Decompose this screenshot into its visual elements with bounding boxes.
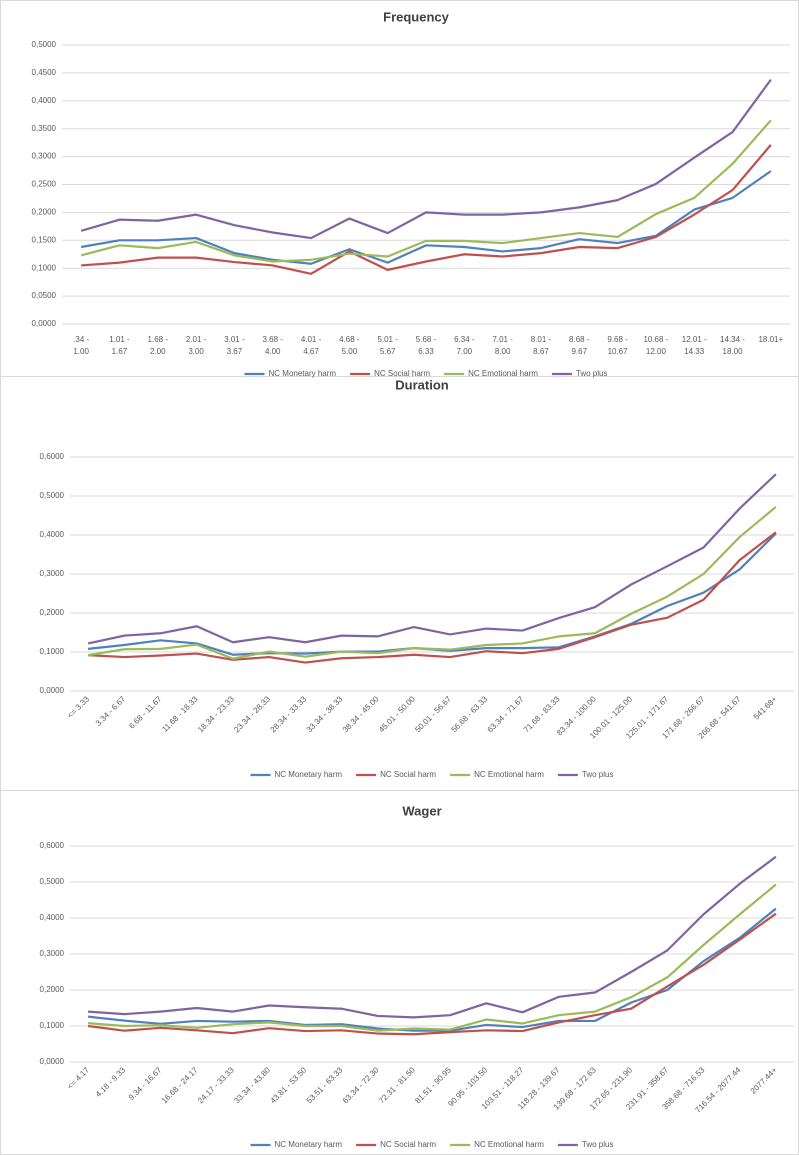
series-line [80,78,772,240]
series-line [88,531,777,664]
x-tick-label: 18.01+ [758,335,783,344]
y-tick-label: 0,6000 [40,452,65,461]
y-tick-label: 0,4000 [40,913,65,922]
x-tick-label: .34 -1.00 [73,335,89,356]
x-tick-label: 4.68 -5.00 [339,335,360,356]
legend-label: NC Social harm [380,1140,436,1149]
x-tick-label: 14.34 -18.00 [720,335,745,356]
x-tick-label: 6.34 -7.00 [454,335,475,356]
x-tick-label: 4.01 -4.67 [301,335,322,356]
x-tick-label: 3.01 -3.67 [224,335,245,356]
y-tick-label: 0,1000 [40,647,65,656]
y-tick-label: 0,4000 [32,96,57,105]
y-tick-label: 0,0000 [40,1057,65,1066]
legend-label: NC Social harm [374,369,430,378]
y-tick-label: 0,3000 [32,152,57,161]
chart-title: Wager [402,803,441,818]
y-tick-label: 0,0500 [32,291,57,300]
series-line [80,119,772,263]
y-tick-label: 0,2000 [40,608,65,617]
y-tick-label: 0,2000 [32,208,57,217]
legend-label: NC Emotional harm [474,770,544,779]
x-tick-label: 12.01 -14.33 [682,335,707,356]
x-tick-label: 1.68 -2.00 [148,335,169,356]
x-tick-label: 2.01 -3.00 [186,335,207,356]
y-tick-label: 0,3000 [40,569,65,578]
y-tick-label: 0,5000 [40,877,65,886]
y-tick-label: 0,4000 [40,530,65,539]
y-tick-label: 0,1500 [32,235,57,244]
legend-label: NC Emotional harm [468,369,538,378]
y-tick-label: 0,1000 [40,1021,65,1030]
series-line [88,883,777,1032]
series-line [88,855,777,1019]
x-tick-label: 3.68 -4.00 [263,335,284,356]
chart-title: Duration [395,377,449,392]
y-tick-label: 0,1000 [32,263,57,272]
x-tick-label: 8.68 -9.67 [569,335,590,356]
series-line [87,473,777,645]
y-tick-label: 0,3500 [32,124,57,133]
legend-label: Two plus [582,770,614,779]
x-tick-label: 7.01 -8.00 [492,335,513,356]
y-tick-label: 0,5000 [32,40,57,49]
legend-label: NC Monetary harm [275,1140,343,1149]
x-tick-label: 9.68 -10.67 [607,335,628,356]
y-tick-label: 0,0000 [32,319,57,328]
legend-label: NC Monetary harm [275,770,343,779]
chart-title: Frequency [383,9,450,24]
legend-label: NC Emotional harm [474,1140,544,1149]
y-tick-label: 0,2500 [32,180,57,189]
series-line [87,506,777,660]
y-tick-label: 0,2000 [40,985,65,994]
x-tick-label: 8.01 -8.67 [531,335,552,356]
x-tick-label: 5.01 -5.67 [377,335,398,356]
y-tick-label: 0,5000 [40,491,65,500]
series-line [87,912,777,1036]
series-line [81,144,772,275]
x-tick-label: 5.68 -6.33 [416,335,437,356]
legend-label: Two plus [576,369,608,378]
x-tick-label: 1.01 -1.67 [109,335,130,356]
series-line [87,907,777,1032]
legend-label: Two plus [582,1140,614,1149]
legend-label: NC Monetary harm [269,369,337,378]
y-tick-label: 0,6000 [40,841,65,850]
legend-label: NC Social harm [380,770,436,779]
x-tick-label: 10.68 -12.00 [643,335,668,356]
y-tick-label: 0,0000 [40,686,65,695]
y-tick-label: 0,3000 [40,949,65,958]
y-tick-label: 0,4500 [32,68,57,77]
